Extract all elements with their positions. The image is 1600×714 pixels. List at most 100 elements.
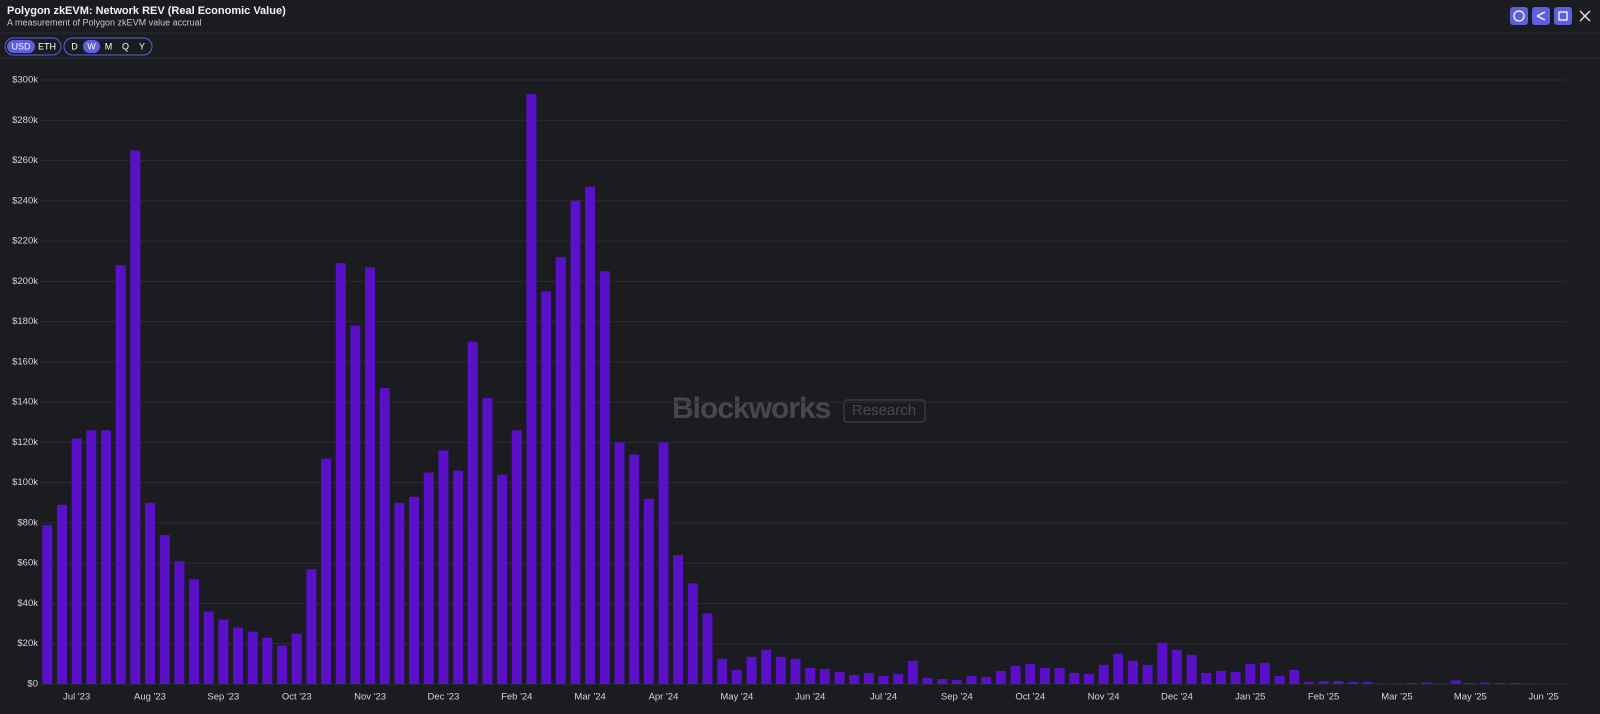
bar — [159, 535, 170, 684]
bar — [1479, 682, 1490, 684]
x-tick-label: Jul '24 — [870, 692, 897, 703]
x-tick-label: Nov '24 — [1088, 692, 1120, 703]
x-tick-label: Jul '23 — [63, 692, 90, 703]
bar — [819, 668, 830, 684]
toggle-label: D — [71, 41, 78, 51]
bar — [379, 388, 390, 684]
bar — [922, 677, 933, 684]
bar — [1450, 680, 1461, 684]
watermark-tag: Research — [852, 402, 916, 419]
bar — [233, 627, 244, 684]
x-tick-label: Dec '24 — [1161, 692, 1193, 703]
bar — [907, 660, 918, 684]
y-tick-label: $0 — [27, 679, 38, 690]
bar — [702, 613, 713, 684]
icon-button[interactable] — [1510, 7, 1528, 25]
bar — [981, 676, 992, 684]
bar — [1157, 642, 1168, 684]
close-button[interactable] — [1579, 10, 1591, 22]
bar — [1494, 682, 1505, 684]
bar — [1010, 665, 1021, 684]
icon — [1536, 11, 1546, 21]
bar — [42, 524, 53, 684]
toggle-button[interactable] — [7, 40, 35, 53]
bar — [790, 658, 801, 684]
icon-button[interactable] — [1554, 7, 1572, 25]
bar — [1391, 683, 1402, 684]
bar — [218, 619, 229, 684]
y-tick-label: $240k — [12, 195, 38, 206]
bar — [86, 430, 97, 684]
x-tick-label: Apr '24 — [649, 692, 679, 703]
bar — [1259, 662, 1270, 684]
bar — [71, 438, 82, 684]
bar — [1039, 667, 1050, 684]
bar — [306, 569, 317, 684]
bar — [1435, 683, 1446, 684]
bar — [761, 649, 772, 684]
bar — [966, 675, 977, 684]
bar — [321, 458, 332, 684]
bar — [145, 502, 156, 684]
bar — [1524, 683, 1535, 684]
bar — [526, 94, 537, 685]
y-tick-label: $280k — [12, 115, 38, 126]
y-tick-label: $260k — [12, 155, 38, 166]
watermark-box — [843, 399, 926, 423]
bar — [1362, 681, 1373, 684]
icon — [1558, 11, 1568, 21]
bar — [57, 504, 68, 684]
bar — [1289, 669, 1300, 684]
bar — [863, 672, 874, 684]
bar — [335, 263, 346, 684]
bar — [878, 675, 889, 684]
bar — [893, 673, 904, 684]
bar — [511, 430, 522, 684]
icon — [1513, 10, 1525, 22]
bar — [453, 470, 464, 684]
bar — [849, 674, 860, 684]
bar — [995, 670, 1006, 684]
x-tick-label: Sep '23 — [207, 692, 239, 703]
bar — [394, 502, 405, 684]
y-tick-label: $60k — [17, 558, 38, 569]
bar — [1303, 681, 1314, 684]
bar — [467, 341, 478, 684]
title: Polygon zkEVM: Network REV (Real Economi… — [7, 5, 286, 17]
subtitle: A measurement of Polygon zkEVM value acc… — [7, 17, 202, 27]
icon-button[interactable] — [1532, 7, 1550, 25]
toggle-label: Y — [139, 41, 145, 51]
x-tick-label: Feb '25 — [1308, 692, 1339, 703]
x-tick-label: Jun '25 — [1529, 692, 1559, 703]
bar — [717, 658, 728, 684]
bar — [614, 442, 625, 684]
bar — [687, 583, 698, 684]
x-tick-label: May '24 — [720, 692, 753, 703]
toggle-label: W — [87, 41, 96, 51]
bar — [1215, 670, 1226, 684]
y-tick-label: $140k — [12, 397, 38, 408]
bar — [1509, 682, 1520, 684]
bar — [937, 678, 948, 684]
bar — [775, 656, 786, 684]
bar — [497, 474, 508, 684]
x-tick-label: Sep '24 — [941, 692, 973, 703]
bar — [1127, 660, 1138, 684]
bar — [834, 671, 845, 684]
y-tick-label: $80k — [17, 517, 38, 528]
bar — [1069, 672, 1080, 684]
toggle-label: Q — [122, 41, 129, 51]
watermark-brand: Blockworks — [672, 392, 831, 425]
y-tick-label: $160k — [12, 356, 38, 367]
toggle-label: M — [105, 41, 113, 51]
toggle-button[interactable] — [83, 40, 100, 53]
bar — [1083, 673, 1094, 684]
bar — [1054, 667, 1065, 684]
bar — [291, 633, 302, 684]
bar — [599, 271, 610, 684]
x-tick-label: Oct '24 — [1015, 692, 1045, 703]
y-tick-label: $100k — [12, 477, 38, 488]
x-tick-label: May '25 — [1454, 692, 1487, 703]
bar — [1347, 681, 1358, 684]
